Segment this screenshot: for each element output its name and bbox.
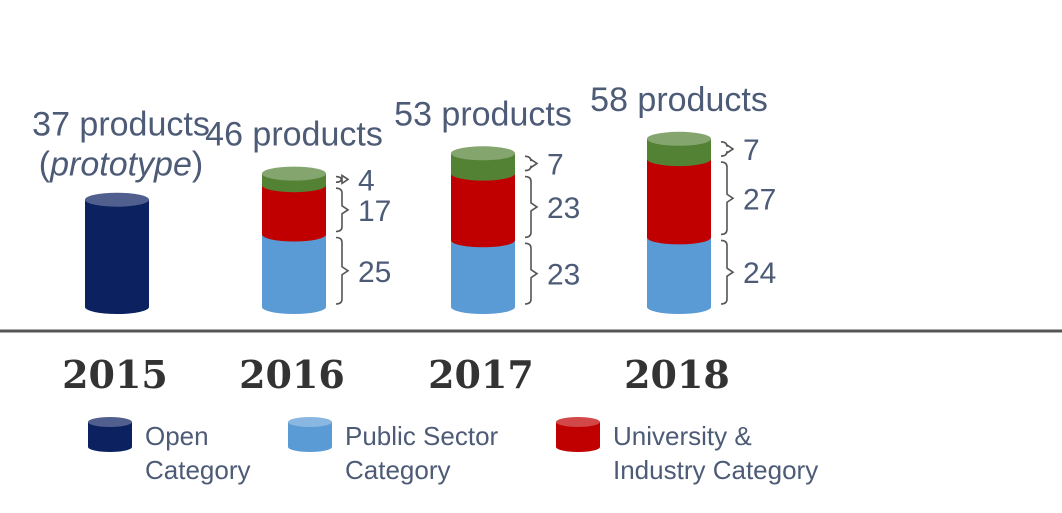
year-tick-label: 2017 [428, 352, 534, 397]
segment-value-label: 4 [358, 164, 375, 197]
bar-top-2018 [647, 131, 711, 146]
year-tick-label: 2015 [62, 352, 168, 397]
year-tick-label: 2016 [239, 352, 345, 397]
segment-value-label: 27 [743, 183, 776, 216]
segment-brace [335, 236, 350, 305]
segment-brace [524, 155, 539, 172]
bar-segment-public-2017 [451, 240, 515, 314]
segment-value-label: 7 [743, 134, 760, 167]
segment-value-label: 23 [547, 192, 580, 225]
segment-value-label: 25 [358, 256, 391, 289]
segment-brace [524, 175, 539, 239]
bar-top-2015 [85, 192, 149, 207]
bar-top-2016 [262, 166, 326, 181]
legend-label: Public Sector [345, 421, 499, 451]
legend-label: Open [145, 421, 209, 451]
legend-item-univ: University & Industry Category [556, 417, 818, 485]
segment-brace [720, 141, 735, 157]
year-tick-label: 2018 [624, 352, 730, 397]
legend-swatch-univ [556, 422, 600, 452]
legend-label: Industry Category [613, 455, 818, 485]
segment-value-label: 7 [547, 148, 564, 181]
bar-segment-univ-2018 [647, 159, 711, 245]
bar-segment-public-2018 [647, 237, 711, 314]
segment-brace [720, 239, 735, 305]
bar-group-2015: 37 products(prototype) 2015 [32, 106, 210, 397]
bar-top-2017 [451, 146, 515, 161]
bar-segment-univ-2016 [262, 185, 326, 242]
total-label: 53 products [394, 95, 572, 133]
bar-segment-green-2017 [451, 153, 515, 181]
bar-group-2017: 23 23 7 53 products 2017 [394, 95, 580, 397]
legend-label: Category [345, 455, 451, 485]
total-subtitle: (prototype) [39, 146, 203, 184]
bar-segment-green-2018 [647, 138, 711, 167]
bar-segment-open-2015 [85, 199, 149, 314]
legend-swatch-top [556, 417, 600, 427]
legend-swatch-open [88, 422, 132, 452]
legend-item-open: Open Category [88, 417, 251, 485]
total-label: 46 products [205, 116, 383, 154]
bar-group-2016: 25 174 46 products 2016 [205, 116, 391, 397]
legend-label: Category [145, 455, 251, 485]
legend-label: University & [613, 421, 752, 451]
segment-brace [524, 242, 539, 305]
segment-value-label: 24 [743, 257, 776, 290]
segment-value-label: 23 [547, 259, 580, 292]
total-label: 58 products [590, 81, 768, 119]
legend-swatch-public [288, 422, 332, 452]
segment-brace [335, 173, 350, 185]
bar-segment-univ-2017 [451, 173, 515, 248]
bar-group-2018: 24 27 7 58 products 2018 [590, 81, 776, 397]
legend-item-public: Public Sector Category [288, 417, 499, 485]
legend: Open Category Public Sector Category Univers… [88, 417, 818, 485]
total-label: 37 products [32, 106, 210, 144]
segment-brace [335, 187, 350, 233]
legend-swatch-top [88, 417, 132, 427]
segment-brace [720, 161, 735, 236]
segment-value-label: 17 [358, 195, 391, 228]
legend-swatch-top [288, 417, 332, 427]
bar-segment-public-2016 [262, 234, 326, 314]
